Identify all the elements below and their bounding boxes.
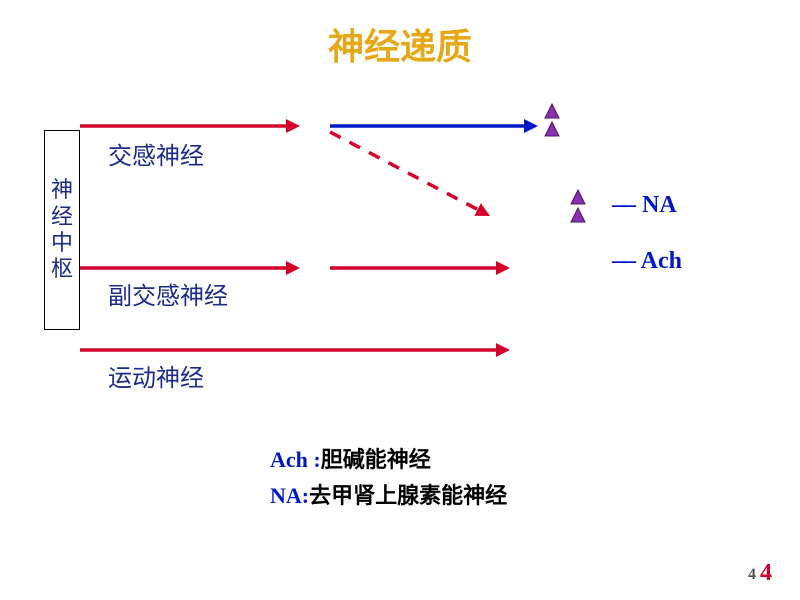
nerve-center-char-3: 中	[51, 230, 73, 256]
arrow-symp-post-ach	[330, 132, 479, 210]
definition-ach: Ach :胆碱能神经	[270, 442, 431, 474]
triangle-na-leg-2	[571, 208, 585, 222]
triangle-na-top-1	[545, 104, 559, 118]
nerve-center-char-1: 神	[51, 177, 73, 203]
arrowhead-motor	[496, 343, 510, 357]
slide-title-text: 神经递质	[328, 27, 472, 67]
nerve-center-char-2: 经	[51, 204, 73, 230]
page-number-big: 4	[760, 560, 772, 587]
nerve-center-box: 神 经 中 枢	[44, 130, 80, 330]
definition-na: NA:去甲肾上腺素能神经	[270, 478, 507, 510]
triangle-na-leg-1	[571, 190, 585, 204]
legend-na: — NA	[612, 192, 677, 219]
arrowhead-symp-pre	[286, 119, 300, 133]
definition-na-desc: 去甲肾上腺素能神经	[309, 483, 507, 508]
definition-ach-label: Ach :	[270, 447, 321, 472]
arrowhead-para-pre	[286, 261, 300, 275]
arrowhead-para-post	[496, 261, 510, 275]
page-number-small: 4	[748, 566, 756, 584]
label-sympathetic: 交感神经	[108, 136, 204, 171]
slide-title: 神经递质	[0, 18, 800, 70]
definition-ach-desc: 胆碱能神经	[321, 447, 431, 472]
arrowhead-symp-post-na	[524, 119, 538, 133]
definition-na-label: NA:	[270, 483, 309, 508]
label-motor: 运动神经	[108, 358, 204, 393]
label-parasympathetic: 副交感神经	[108, 276, 228, 311]
nerve-center-char-4: 枢	[51, 256, 73, 282]
triangle-na-top-2	[545, 122, 559, 136]
arrowhead-symp-post-ach	[474, 203, 490, 216]
legend-ach: — Ach	[612, 248, 682, 275]
